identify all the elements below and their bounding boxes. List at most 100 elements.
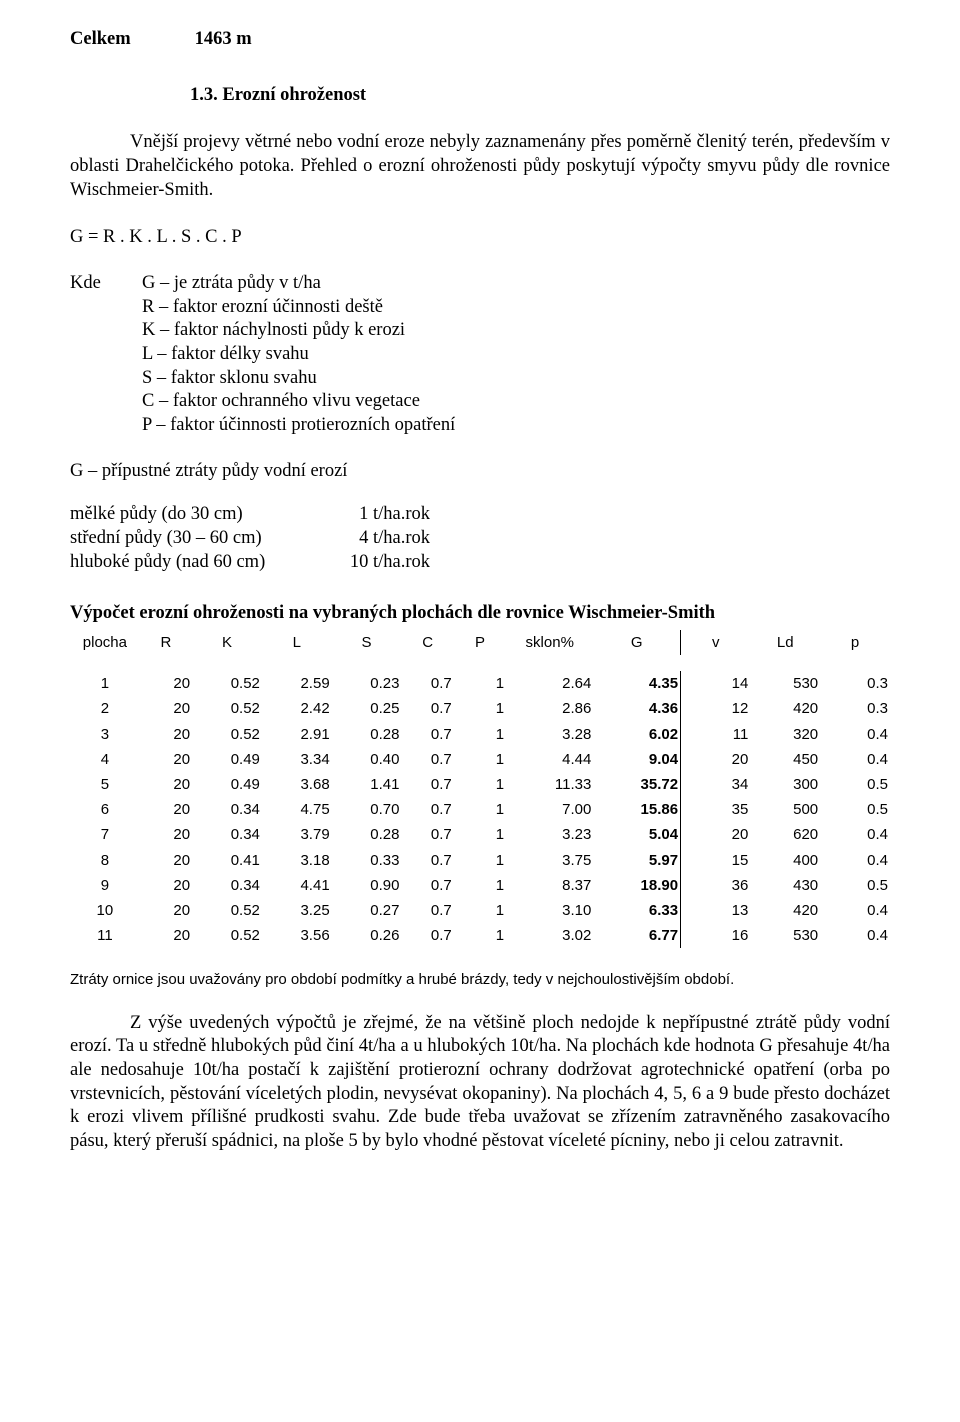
definitions-list: G – je ztráta půdy v t/ha R – faktor ero… [142, 272, 455, 438]
table-cell: 0.5 [820, 873, 890, 898]
col-header: p [820, 630, 890, 655]
table-row: 1200.522.590.230.712.644.35145300.3 [70, 671, 890, 696]
table-cell: 2.59 [262, 671, 332, 696]
table-cell: 20 [140, 848, 192, 873]
soil-label: mělké půdy (do 30 cm) [70, 503, 330, 527]
table-cell: 530 [750, 923, 820, 948]
table-cell: 20 [140, 873, 192, 898]
table-cell: 20 [140, 747, 192, 772]
table-cell: 530 [750, 671, 820, 696]
table-cell: 20 [681, 822, 751, 847]
table-cell: 1 [454, 797, 506, 822]
table-cell: 14 [681, 671, 751, 696]
table-cell: 1 [454, 898, 506, 923]
table-cell: 0.5 [820, 772, 890, 797]
table-cell: 430 [750, 873, 820, 898]
table-cell: 8.37 [506, 873, 593, 898]
table-header-row: plochaRKLSCPsklon%GvLdp [70, 630, 890, 655]
def-line: S – faktor sklonu svahu [142, 367, 455, 391]
table-cell: 4 [70, 747, 140, 772]
table-row: 9200.344.410.900.718.3718.90364300.5 [70, 873, 890, 898]
table-cell: 11 [681, 722, 751, 747]
table-cell: 0.7 [401, 671, 453, 696]
table-cell: 1 [454, 722, 506, 747]
total-label: Celkem [70, 28, 190, 52]
table-cell: 0.52 [192, 696, 262, 721]
table-cell: 0.52 [192, 923, 262, 948]
table-cell: 0.70 [332, 797, 402, 822]
table-cell: 450 [750, 747, 820, 772]
table-cell: 0.7 [401, 898, 453, 923]
table-cell: 2 [70, 696, 140, 721]
table-row: 5200.493.681.410.7111.3335.72343000.5 [70, 772, 890, 797]
table-cell: 3.28 [506, 722, 593, 747]
table-cell: 8 [70, 848, 140, 873]
table-cell: 0.7 [401, 923, 453, 948]
table-cell: 1.41 [332, 772, 402, 797]
def-line: R – faktor erozní účinnosti deště [142, 296, 455, 320]
table-cell: 1 [454, 696, 506, 721]
table-row: 11200.523.560.260.713.026.77165300.4 [70, 923, 890, 948]
table-cell: 20 [140, 671, 192, 696]
table-cell: 0.7 [401, 747, 453, 772]
table-row: 8200.413.180.330.713.755.97154000.4 [70, 848, 890, 873]
def-line: G – je ztráta půdy v t/ha [142, 272, 455, 296]
table-cell: 0.33 [332, 848, 402, 873]
table-cell: 420 [750, 696, 820, 721]
table-cell: 15 [681, 848, 751, 873]
table-row: 2200.522.420.250.712.864.36124200.3 [70, 696, 890, 721]
col-header: P [454, 630, 506, 655]
table-cell: 1 [454, 747, 506, 772]
table-cell: 620 [750, 822, 820, 847]
table-cell: 0.7 [401, 848, 453, 873]
table-cell: 0.7 [401, 696, 453, 721]
table-cell: 9 [70, 873, 140, 898]
table-cell: 3.02 [506, 923, 593, 948]
table-cell: 300 [750, 772, 820, 797]
table-cell: 20 [140, 797, 192, 822]
table-cell: 0.4 [820, 848, 890, 873]
table-cell: 6 [70, 797, 140, 822]
table-cell: 1 [454, 772, 506, 797]
soil-value: 4 t/ha.rok [330, 527, 430, 551]
col-header: sklon% [506, 630, 593, 655]
table-cell: 320 [750, 722, 820, 747]
intro-paragraph: Vnější projevy větrné nebo vodní eroze n… [70, 131, 890, 202]
table-cell: 3.25 [262, 898, 332, 923]
g-permissible-line: G – přípustné ztráty půdy vodní erozí [70, 460, 890, 484]
table-cell: 4.75 [262, 797, 332, 822]
table-row: 7200.343.790.280.713.235.04206200.4 [70, 822, 890, 847]
table-cell: 7.00 [506, 797, 593, 822]
table-cell: 0.49 [192, 772, 262, 797]
table-cell: 34 [681, 772, 751, 797]
table-cell: 3 [70, 722, 140, 747]
table-cell: 0.4 [820, 923, 890, 948]
col-header: R [140, 630, 192, 655]
table-cell: 1 [454, 923, 506, 948]
col-header: G [593, 630, 680, 655]
table-cell: 16 [681, 923, 751, 948]
after-table-note: Ztráty ornice jsou uvažovány pro období … [70, 970, 890, 989]
table-cell: 0.40 [332, 747, 402, 772]
table-body: 1200.522.590.230.712.644.35145300.32200.… [70, 655, 890, 948]
def-line: C – faktor ochranného vlivu vegetace [142, 390, 455, 414]
table-cell: 5.97 [593, 848, 680, 873]
table-cell: 0.23 [332, 671, 402, 696]
table-cell: 0.25 [332, 696, 402, 721]
soil-label: střední půdy (30 – 60 cm) [70, 527, 330, 551]
def-line: L – faktor délky svahu [142, 343, 455, 367]
table-cell: 20 [140, 772, 192, 797]
table-cell: 36 [681, 873, 751, 898]
table-cell: 500 [750, 797, 820, 822]
table-cell: 0.52 [192, 898, 262, 923]
table-cell: 6.02 [593, 722, 680, 747]
table-cell: 35 [681, 797, 751, 822]
table-cell: 15.86 [593, 797, 680, 822]
def-line: K – faktor náchylnosti půdy k erozi [142, 319, 455, 343]
table-cell: 2.91 [262, 722, 332, 747]
table-cell: 0.3 [820, 696, 890, 721]
table-cell: 4.36 [593, 696, 680, 721]
table-row: 10200.523.250.270.713.106.33134200.4 [70, 898, 890, 923]
total-line: Celkem 1463 m [70, 28, 890, 52]
table-cell: 10 [70, 898, 140, 923]
